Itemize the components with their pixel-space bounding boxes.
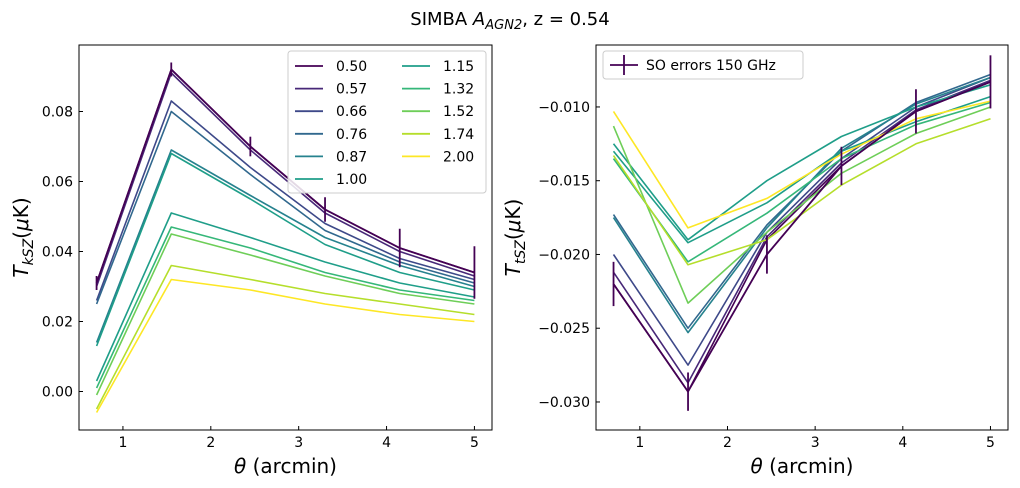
right-x-tick-label-1: 1: [635, 435, 644, 451]
left-legend: 0.50 0.57 0.66 0.76 0.87 1.00 1.15 1.32 1.52 1.74…: [287, 50, 487, 194]
right-x-tick-label-5: 5: [986, 435, 995, 451]
right-series-line-0.87: [612, 76, 991, 334]
right-x-tick-label-3: 3: [811, 435, 820, 451]
right-series-line-2.00: [612, 100, 991, 229]
left-legend-label-0.87: 0.87: [336, 149, 367, 165]
right-panel: 1 2 3 4 5 −0.030 −0.025 −0.020 −0.015 −0.010 θ (a…: [501, 44, 1009, 478]
right-legend: SO errors 150 GHz: [602, 50, 804, 80]
left-y-tick-label-1: 0.00: [42, 385, 73, 401]
left-legend-label-1.52: 1.52: [443, 104, 474, 120]
left-series-group: [95, 68, 475, 413]
figure-title: SIMBA AAGN2, z = 0.54: [410, 9, 609, 33]
left-legend-frame: [287, 50, 487, 194]
left-x-tick-label-3: 3: [294, 435, 303, 451]
right-tick-group: 1 2 3 4 5 −0.030 −0.025 −0.020 −0.015 −0.010: [538, 100, 995, 451]
left-series-line-1.32: [95, 226, 475, 389]
left-x-tick-label-1: 1: [118, 435, 127, 451]
left-legend-label-0.50: 0.50: [336, 59, 367, 75]
left-series-line-0.87: [95, 149, 475, 343]
right-y-tick-label-4: −0.015: [538, 174, 590, 190]
left-series-line-1.00: [95, 152, 475, 347]
left-y-tick-label-2: 0.02: [42, 315, 73, 331]
left-y-tick-label-5: 0.08: [42, 105, 73, 121]
right-y-tick-label-5: −0.010: [538, 100, 590, 116]
right-x-axis-label: θ (arcmin): [751, 454, 854, 478]
right-series-group: [612, 73, 991, 393]
right-x-tick-label-2: 2: [723, 435, 732, 451]
left-legend-label-1.32: 1.32: [443, 82, 474, 98]
right-y-axis-label: TtSZ(μK): [501, 199, 529, 277]
left-legend-label-0.57: 0.57: [336, 82, 367, 98]
left-legend-label-0.66: 0.66: [336, 104, 367, 120]
left-legend-label-0.76: 0.76: [336, 127, 367, 143]
right-y-tick-label-1: −0.030: [538, 395, 590, 411]
left-legend-label-1.74: 1.74: [443, 127, 474, 143]
right-series-line-1.00: [612, 84, 991, 241]
left-x-tick-label-2: 2: [206, 435, 215, 451]
left-y-axis-label: TkSZ(μK): [9, 197, 37, 277]
right-errorbar-line: [612, 81, 991, 393]
right-legend-label: SO errors 150 GHz: [646, 58, 776, 74]
right-series-line-1.32: [612, 101, 991, 263]
left-y-tick-label-4: 0.06: [42, 175, 73, 191]
left-series-line-0.66: [95, 100, 475, 301]
left-axes-frame: [78, 44, 493, 431]
right-series-line-0.66: [612, 76, 991, 366]
right-y-tick-label-2: −0.025: [538, 321, 590, 337]
left-x-tick-label-4: 4: [382, 435, 391, 451]
left-series-line-1.15: [95, 212, 475, 382]
right-series-line-1.52: [612, 106, 991, 304]
left-series-line-0.76: [95, 110, 475, 305]
left-series-line-2.00: [95, 278, 475, 413]
right-axes-frame: [595, 44, 1009, 431]
right-y-tick-label-3: −0.020: [538, 247, 590, 263]
left-x-tick-label-5: 5: [470, 435, 479, 451]
left-legend-label-1.15: 1.15: [443, 59, 474, 75]
left-y-tick-label-3: 0.04: [42, 245, 73, 261]
right-series-line-1.74: [612, 118, 991, 266]
right-x-tick-label-4: 4: [898, 435, 907, 451]
left-panel: 1 2 3 4 5 0.00 0.02 0.04 0.06 0.08 θ (arcmin) TkS…: [9, 44, 493, 478]
right-errorbar-group: [612, 55, 992, 411]
left-series-line-1.52: [95, 233, 475, 396]
right-series-line-0.57: [612, 79, 991, 384]
left-series-line-1.74: [95, 264, 475, 410]
left-tick-group: 1 2 3 4 5 0.00 0.02 0.04 0.06 0.08: [42, 105, 479, 452]
left-legend-label-2.00: 2.00: [443, 149, 474, 165]
left-x-axis-label: θ (arcmin): [234, 454, 337, 478]
left-legend-label-1.00: 1.00: [336, 172, 367, 188]
right-legend-frame: [602, 50, 804, 80]
